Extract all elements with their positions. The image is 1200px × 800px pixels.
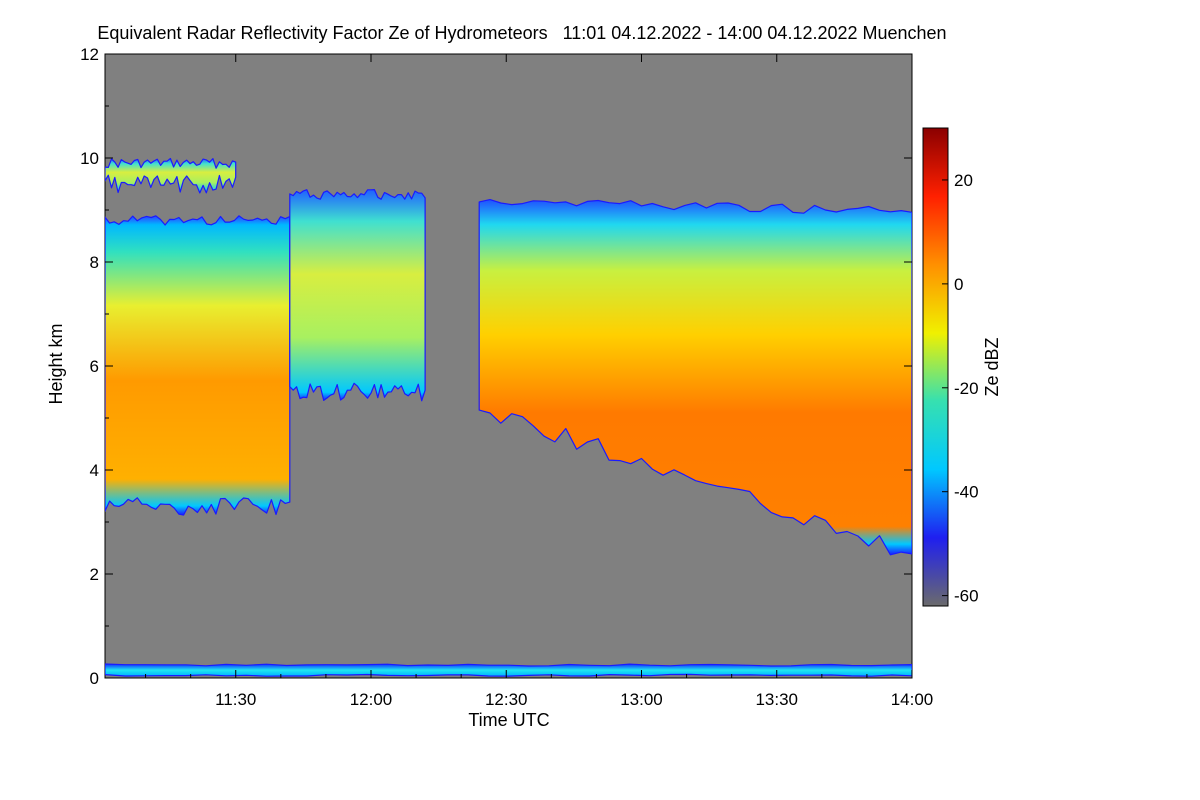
y-tick-label: 12: [80, 45, 99, 64]
x-tick-label: 14:00: [891, 690, 934, 709]
y-axis: 0 2 4 6 8 10 12: [80, 45, 912, 688]
y-tick-label: 6: [90, 357, 99, 376]
colorbar-tick-label: 20: [954, 171, 973, 190]
y-tick-label: 0: [90, 669, 99, 688]
colorbar-label: Ze dBZ: [982, 337, 1002, 396]
x-tick-label: 12:00: [350, 690, 393, 709]
colorbar-ticks: -60 -40 -20 0 20: [942, 171, 979, 606]
cloud-layers: [105, 157, 912, 677]
chart-title: Equivalent Radar Reflectivity Factor Ze …: [97, 23, 946, 43]
colorbar: [922, 127, 949, 607]
x-tick-label: 11:30: [215, 690, 256, 709]
y-tick-label: 2: [90, 565, 99, 584]
y-tick-label: 4: [90, 461, 99, 480]
cloud-layer: [105, 215, 291, 516]
cloud-layer: [289, 189, 426, 402]
y-tick-label: 8: [90, 253, 99, 272]
y-axis-label: Height km: [46, 323, 66, 404]
y-tick-label: 10: [80, 149, 99, 168]
cloud-layer: [105, 663, 912, 677]
cloud-layer: [478, 199, 912, 556]
x-tick-label: 13:00: [620, 690, 663, 709]
x-axis: 11:30 12:00 12:30 13:00 13:30 14:00: [145, 54, 934, 709]
x-axis-label: Time UTC: [468, 710, 549, 730]
colorbar-tick-label: -40: [954, 483, 979, 502]
x-tick-label: 12:30: [485, 690, 528, 709]
colorbar-tick-label: -60: [954, 587, 979, 606]
colorbar-tick-label: 0: [954, 275, 963, 294]
x-tick-label: 13:30: [755, 690, 798, 709]
colorbar-tick-label: -20: [954, 379, 979, 398]
cloud-layer: [105, 157, 237, 194]
